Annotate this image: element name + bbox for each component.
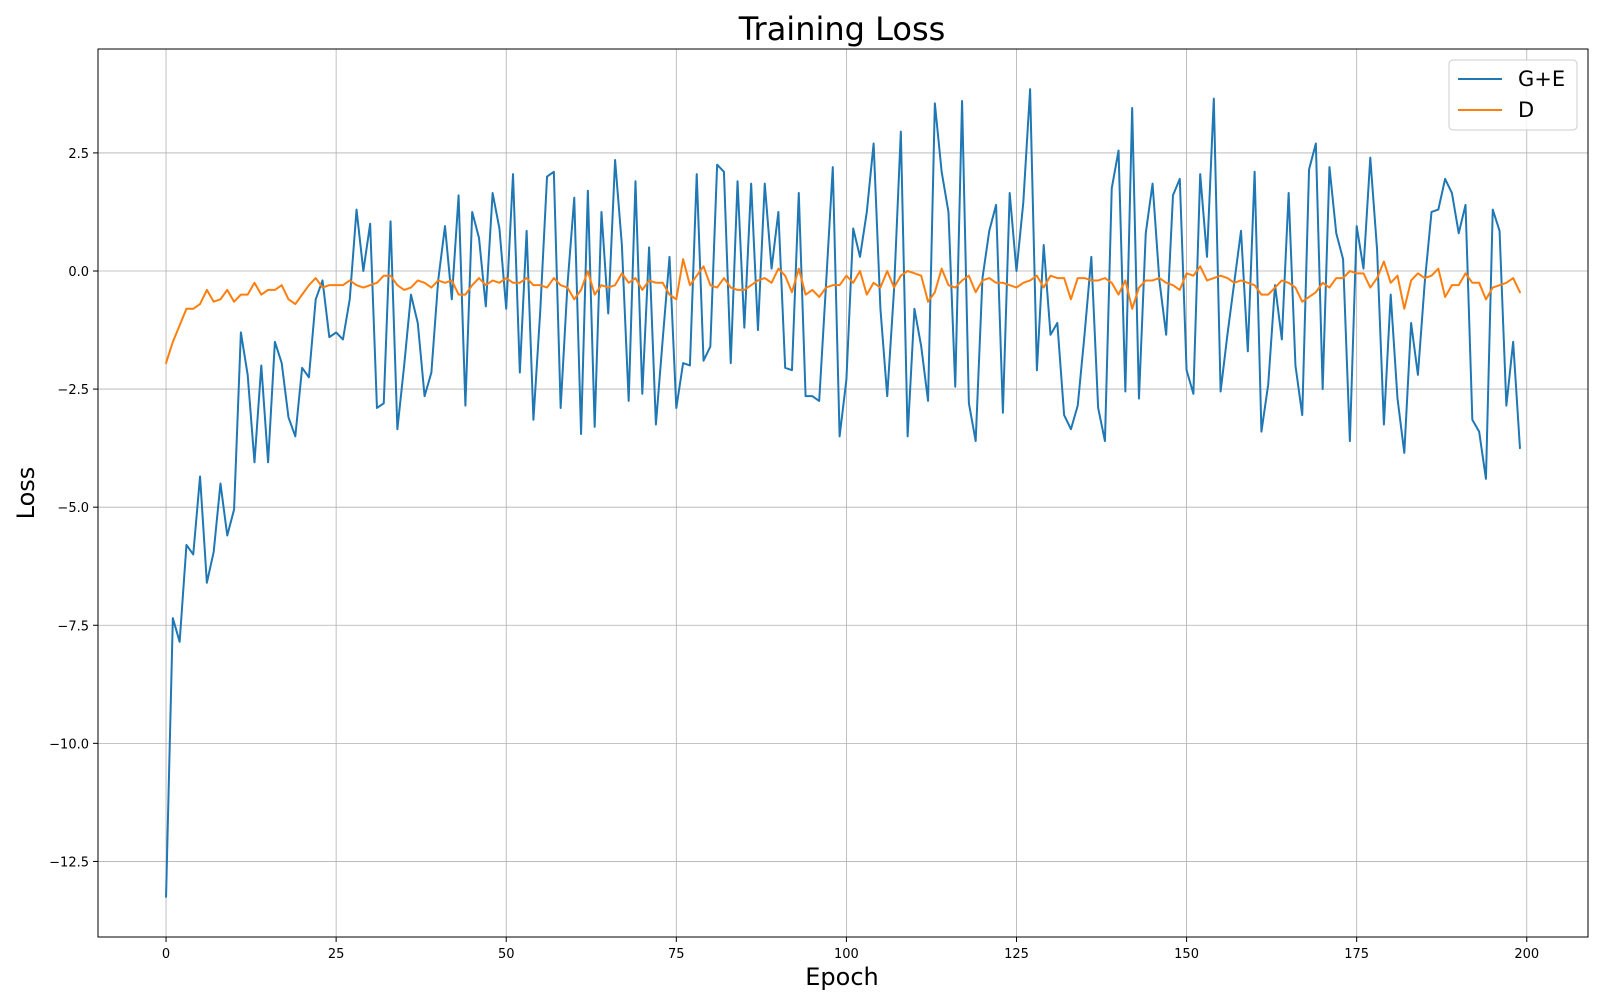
x-tick-label: 125 (1004, 947, 1029, 962)
x-tick-label: 25 (328, 947, 345, 962)
grid (98, 49, 1588, 937)
x-axis-label: Epoch (805, 963, 879, 991)
y-axis-label: Loss (12, 467, 40, 520)
x-tick-label: 200 (1514, 947, 1539, 962)
x-axis-ticks: 0 25 50 75 100 125 150 175 200 (162, 937, 1539, 962)
y-tick-label: −10.0 (49, 737, 89, 752)
series-lines (165, 88, 1521, 898)
x-tick-label: 100 (834, 947, 859, 962)
x-tick-label: 75 (668, 947, 685, 962)
y-tick-label: −5.0 (57, 501, 89, 516)
x-tick-label: 150 (1174, 947, 1199, 962)
legend-box (1448, 59, 1578, 131)
legend-label-d: D (1518, 98, 1534, 122)
series-line-ge (165, 88, 1521, 898)
y-axis-ticks: −12.5 −10.0 −7.5 −5.0 −2.5 0.0 2.5 (49, 147, 98, 870)
chart-title: Training Loss (738, 10, 946, 48)
y-tick-label: −12.5 (49, 855, 89, 870)
y-tick-label: 0.0 (68, 265, 89, 280)
x-tick-label: 50 (498, 947, 515, 962)
y-tick-label: −2.5 (57, 383, 89, 398)
x-tick-label: 0 (162, 947, 170, 962)
legend-label-ge: G+E (1518, 67, 1565, 91)
y-tick-label: 2.5 (68, 147, 89, 162)
plot-frame (97, 48, 1589, 938)
x-tick-label: 175 (1344, 947, 1369, 962)
legend: G+E D (1448, 59, 1578, 131)
series-line-d (165, 258, 1521, 365)
y-tick-label: −7.5 (57, 619, 89, 634)
